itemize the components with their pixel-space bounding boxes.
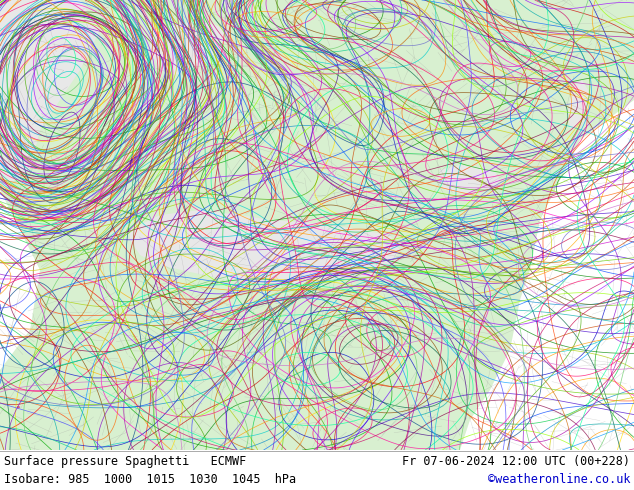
Text: Surface pressure Spaghetti   ECMWF: Surface pressure Spaghetti ECMWF xyxy=(4,455,246,467)
Text: Fr 07-06-2024 12:00 UTC (00+228): Fr 07-06-2024 12:00 UTC (00+228) xyxy=(402,455,630,467)
Polygon shape xyxy=(0,0,634,450)
Polygon shape xyxy=(150,20,230,75)
Polygon shape xyxy=(438,165,500,193)
Text: Isobare: 985  1000  1015  1030  1045  hPa: Isobare: 985 1000 1015 1030 1045 hPa xyxy=(4,472,296,486)
Polygon shape xyxy=(568,80,590,130)
Text: ©weatheronline.co.uk: ©weatheronline.co.uk xyxy=(488,472,630,486)
Polygon shape xyxy=(0,0,100,190)
Polygon shape xyxy=(130,210,400,285)
